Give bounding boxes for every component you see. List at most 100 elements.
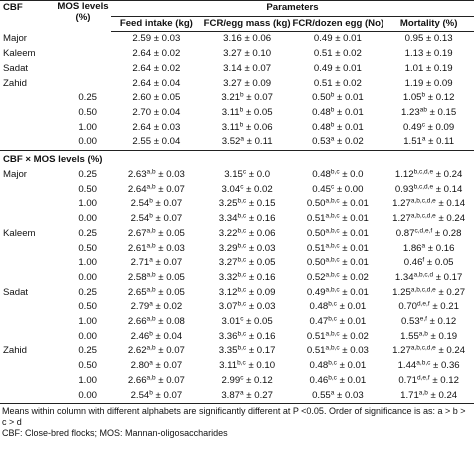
table-row: Sadat 2.64 ± 0.02 3.14 ± 0.07 0.49 ± 0.01 1.… xyxy=(0,62,474,77)
cell-fcr-dozen-egg-sd: ± 0.01 xyxy=(336,374,367,386)
cell-fcr-dozen-egg-superscript: a xyxy=(330,389,335,397)
header-mortality: Mortality (%) xyxy=(383,16,474,33)
cell-fcr-dozen-egg-value: 0.50 xyxy=(306,198,326,210)
cell-fcr-dozen-egg: 0.48b ± 0.01 xyxy=(293,106,384,121)
cell-fcr-dozen-egg-value: 0.52 xyxy=(306,271,326,283)
cell-feed-intake-superscript: a xyxy=(149,359,153,367)
interaction-section: CBF × MOS levels (%) xyxy=(0,151,474,169)
cell-fcr-dozen-egg-sd: ± 0.01 xyxy=(339,286,369,298)
cell-mortality: 0.53e,f ± 0.12 xyxy=(383,315,474,330)
cell-fcr-dozen-egg-superscript: a,b,c xyxy=(325,212,340,220)
cell-fcr-egg-mass-value: 3.32 xyxy=(218,271,238,283)
cell-feed-intake: 2.54b ± 0.07 xyxy=(111,197,202,212)
cell-fcr-egg-mass-sd: ± 0.02 xyxy=(243,183,273,195)
cell-fcr-dozen-egg: 0.51a,b,c ± 0.01 xyxy=(293,212,384,227)
cell-fcr-dozen-egg-sd: ± 0.0 xyxy=(339,169,364,181)
cell-fcr-dozen-egg-value: 0.48 xyxy=(312,169,331,181)
table-row: 0.50 2.80a ± 0.07 3.11b,c ± 0.10 0.48b,c ± … xyxy=(0,359,474,374)
cell-fcr-egg-mass-value: 3.11 xyxy=(221,121,240,133)
cell-fcr-egg-mass-superscript: c xyxy=(240,374,244,382)
cell-fcr-dozen-egg-value: 0.51 xyxy=(306,213,326,225)
cell-fcr-egg-mass-superscript: b xyxy=(239,106,244,114)
cell-fcr-dozen-egg-sd: ± 0.01 xyxy=(339,198,369,210)
cell-feed-intake-superscript: b xyxy=(149,197,153,205)
cell-mortality-value: 1.05 xyxy=(402,92,422,104)
cell-feed-intake-value: 2.61 xyxy=(127,242,147,254)
cell-feed-intake: 2.63a,b ± 0.03 xyxy=(111,168,202,183)
cell-fcr-dozen-egg-superscript: a,b,c xyxy=(325,256,340,264)
row-cbf: Kaleem xyxy=(3,227,36,239)
cell-fcr-egg-mass: 3.11b ± 0.05 xyxy=(202,106,293,121)
row-mos: 0.00 xyxy=(55,388,111,405)
row-cbf xyxy=(0,315,55,330)
table-row: 0.00 2.55 ± 0.04 3.52a ± 0.11 0.53a ± 0.02 1… xyxy=(0,135,474,152)
cell-mortality-sd: ± 0.21 xyxy=(429,301,459,313)
cell-mortality-sd: ± 0.15 xyxy=(426,106,457,118)
cell-mortality-sd: ± 0.14 xyxy=(435,198,466,210)
row-mos: 0.00 xyxy=(78,271,97,283)
cell-feed-intake-value: 2.54 xyxy=(130,198,150,210)
cell-fcr-egg-mass: 3.12b,c ± 0.09 xyxy=(202,286,293,301)
cell-fcr-dozen-egg-sd: ± 0.01 xyxy=(336,360,367,372)
cell-fcr-dozen-egg-value: 0.51 xyxy=(306,242,326,254)
cell-fcr-dozen-egg-value: 0.46 xyxy=(309,374,329,386)
interaction-title: CBF × MOS levels (%) xyxy=(3,154,103,166)
cell-fcr-egg-mass: 3.11b ± 0.06 xyxy=(202,121,293,136)
header-row-1: CBF MOS levels (%) Parameters xyxy=(0,0,474,32)
cell-mortality-value: 1.44 xyxy=(397,360,417,372)
cell-fcr-egg-mass-superscript: a xyxy=(240,389,244,397)
cell-feed-intake-sd: ± 0.05 xyxy=(155,227,185,239)
cell-feed-intake-superscript: a,b xyxy=(146,315,156,323)
cell-feed-intake-value: 2.80 xyxy=(130,360,150,372)
cell-mortality-sd: ± 0.11 xyxy=(425,136,455,148)
header-fcr-dozen-egg: FCR/dozen egg (No) xyxy=(292,16,384,33)
cell-mortality-sd: ± 0.24 xyxy=(427,389,458,401)
cell-mortality-superscript: a,b,c,d,e xyxy=(410,286,436,294)
row-mos: 1.00 xyxy=(78,257,97,269)
cell-feed-intake-value: 2.65 xyxy=(127,286,147,298)
cell-fcr-dozen-egg: 0.46b,c ± 0.01 xyxy=(293,374,384,389)
cell-mortality-sd: ± 0.14 xyxy=(433,183,463,195)
cell-fcr-dozen-egg-value: 0.48 xyxy=(309,301,329,313)
cell-fcr-dozen-egg-sd: ± 0.01 xyxy=(334,92,364,104)
cell-feed-intake-value: 2.62 xyxy=(127,345,147,357)
cell-feed-intake: 2.71a ± 0.07 xyxy=(111,256,202,271)
cell-fcr-egg-mass-sd: ± 0.16 xyxy=(246,330,276,342)
cell-fcr-dozen-egg: 0.51a,b,c ± 0.03 xyxy=(293,344,384,359)
cell-mortality-superscript: d,e,f xyxy=(417,374,430,382)
cell-fcr-dozen-egg-sd: ± 0.02 xyxy=(334,136,364,148)
cell-feed-intake-sd: ± 0.02 xyxy=(152,301,183,313)
cell-feed-intake-superscript: b xyxy=(149,389,153,397)
cell-fcr-egg-mass-sd: ± 0.16 xyxy=(246,271,276,283)
cell-fcr-dozen-egg-sd: ± 0.01 xyxy=(336,301,367,313)
cell-feed-intake-sd: ± 0.05 xyxy=(155,286,185,298)
row-cbf: Major xyxy=(3,33,27,45)
cell-mortality-value: 1.51 xyxy=(403,136,422,148)
cell-fcr-dozen-egg: 0.48b,c ± 0.0 xyxy=(293,168,384,183)
cell-fcr-egg-mass-sd: ± 0.03 xyxy=(246,242,276,254)
table-row: 1.00 2.66a,b ± 0.08 3.01c ± 0.05 0.47b,c ± … xyxy=(0,315,474,330)
cell-fcr-dozen-egg-value: 0.53 xyxy=(312,136,331,148)
row-cbf xyxy=(0,359,55,374)
cell-fcr-dozen-egg: 0.50a,b,c ± 0.01 xyxy=(293,227,384,242)
table-row: 1.00 2.66a,b ± 0.07 2.99c ± 0.12 0.46b,c ± … xyxy=(0,374,474,389)
cell-fcr-dozen-egg-sd: ± 0.00 xyxy=(334,183,364,195)
cell-fcr-egg-mass: 3.16 ± 0.06 xyxy=(223,33,272,45)
row-mos: 0.00 xyxy=(78,330,97,342)
row-cbf xyxy=(0,388,55,405)
row-mos: 0.25 xyxy=(78,169,97,181)
cell-fcr-dozen-egg: 0.51a,b,c ± 0.02 xyxy=(293,330,384,345)
table-row: 0.50 2.70 ± 0.04 3.11b ± 0.05 0.48b ± 0.01 1… xyxy=(0,106,474,121)
cell-fcr-dozen-egg-value: 0.51 xyxy=(306,345,326,357)
cell-fcr-egg-mass: 3.04c ± 0.02 xyxy=(202,183,293,198)
cell-feed-intake-sd: ± 0.07 xyxy=(152,198,183,210)
cell-fcr-dozen-egg-sd: ± 0.02 xyxy=(339,271,369,283)
cell-fcr-egg-mass: 3.11b,c ± 0.10 xyxy=(202,359,293,374)
cell-mortality-value: 0.87 xyxy=(395,227,415,239)
table-row: 0.50 2.61a,b ± 0.03 3.29b,c ± 0.03 0.51a,b,… xyxy=(0,242,474,257)
cell-feed-intake: 2.64 ± 0.03 xyxy=(132,121,181,133)
cell-feed-intake-superscript: a xyxy=(149,300,153,308)
cell-fcr-egg-mass-superscript: b,c xyxy=(237,242,247,250)
cell-fcr-egg-mass-value: 3.22 xyxy=(218,227,238,239)
cell-fcr-egg-mass-superscript: b,c xyxy=(237,286,247,294)
